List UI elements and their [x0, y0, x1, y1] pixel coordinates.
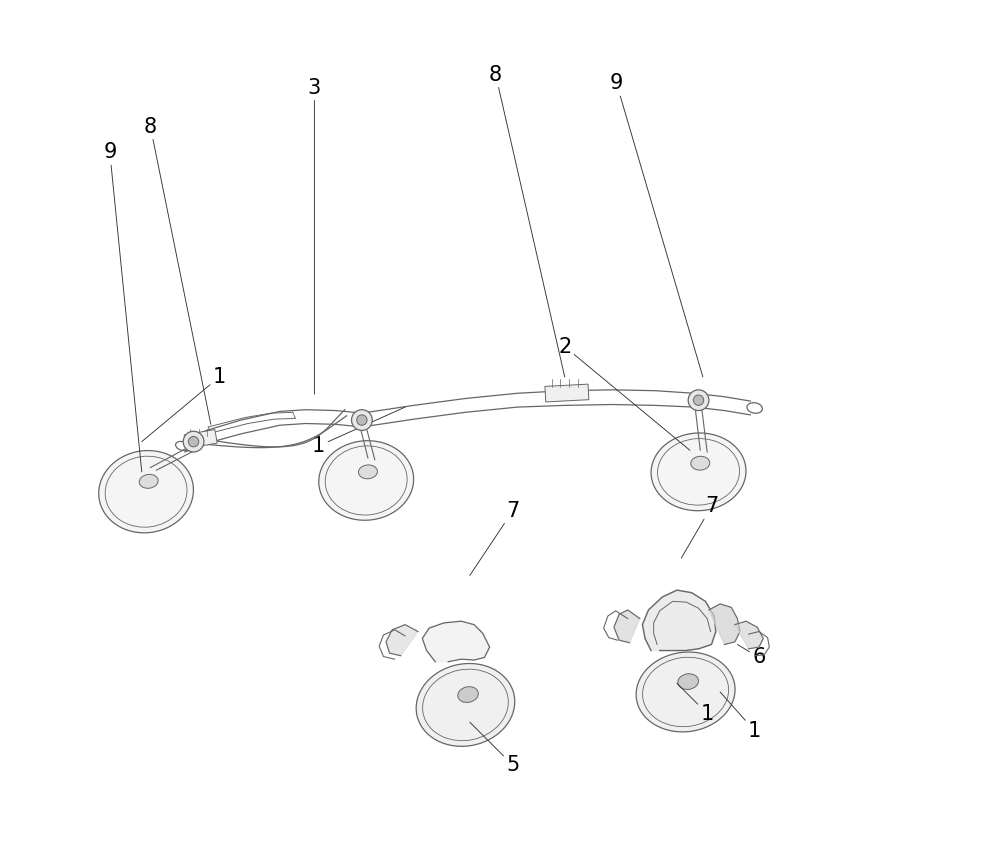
Ellipse shape [416, 663, 515, 746]
Text: 2: 2 [558, 337, 690, 450]
Ellipse shape [358, 465, 377, 479]
Polygon shape [422, 621, 490, 662]
Circle shape [688, 390, 709, 410]
Polygon shape [386, 624, 418, 656]
Text: 6: 6 [737, 644, 766, 668]
Circle shape [183, 431, 204, 452]
Polygon shape [642, 590, 716, 650]
Text: 8: 8 [144, 117, 211, 424]
Ellipse shape [678, 674, 698, 689]
Ellipse shape [99, 450, 193, 533]
Circle shape [357, 415, 367, 425]
Ellipse shape [651, 433, 746, 511]
Circle shape [693, 395, 704, 405]
Text: 1: 1 [312, 407, 405, 456]
Text: 8: 8 [489, 65, 565, 377]
Circle shape [352, 410, 372, 430]
Ellipse shape [139, 475, 158, 488]
Text: 3: 3 [308, 78, 321, 394]
Text: 5: 5 [470, 722, 520, 775]
Bar [184, 430, 217, 449]
Text: 7: 7 [470, 501, 520, 575]
Text: 9: 9 [610, 74, 703, 377]
Ellipse shape [691, 456, 710, 470]
Ellipse shape [636, 652, 735, 732]
Polygon shape [614, 610, 640, 643]
Text: 1: 1 [677, 683, 714, 724]
Text: 9: 9 [103, 142, 142, 472]
Polygon shape [735, 621, 763, 649]
Circle shape [188, 436, 199, 447]
Ellipse shape [458, 687, 478, 702]
Ellipse shape [319, 441, 414, 520]
Text: 1: 1 [720, 692, 761, 740]
Bar [545, 385, 589, 402]
Polygon shape [709, 604, 740, 644]
Text: 1: 1 [142, 367, 226, 442]
Text: 7: 7 [681, 496, 718, 559]
